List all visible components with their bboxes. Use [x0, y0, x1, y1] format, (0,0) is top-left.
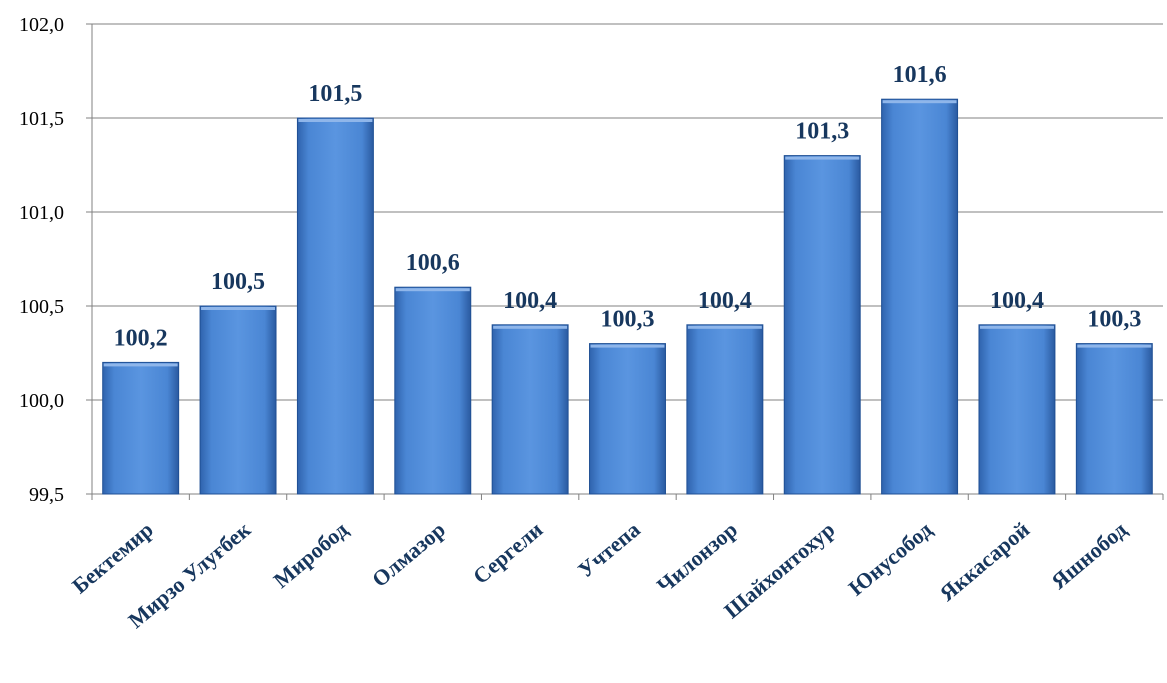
bar	[1075, 343, 1153, 495]
category-label: Бектемир	[67, 517, 158, 599]
category-label: Юнусобод	[844, 517, 937, 601]
bar	[199, 305, 277, 495]
data-label: 100,3	[1087, 307, 1141, 333]
bar	[978, 324, 1056, 495]
bar	[491, 324, 569, 495]
data-label: 101,6	[893, 62, 947, 88]
bar	[102, 361, 180, 495]
category-label: Сергели	[468, 516, 548, 588]
bar-highlight	[979, 325, 1054, 329]
category-label: Яшнобод	[1046, 517, 1131, 594]
y-tick-label: 99,5	[29, 484, 64, 506]
bar-highlight	[103, 363, 178, 367]
bar-highlight	[785, 156, 860, 160]
bar-highlight	[395, 288, 470, 292]
data-label: 100,3	[601, 307, 655, 333]
data-label: 100,4	[503, 288, 557, 314]
bars	[102, 98, 1153, 495]
bar-highlight	[687, 325, 762, 329]
y-tick-label: 102,0	[19, 14, 64, 36]
y-tick-label: 101,0	[19, 202, 64, 224]
data-label: 100,6	[406, 250, 460, 276]
data-label: 101,3	[795, 119, 849, 145]
data-label: 100,5	[211, 269, 265, 295]
bar-highlight	[882, 100, 957, 104]
labels: 99,5 100,0 100,5 101,0 101,5 102,0 100,2 Бектем…	[19, 14, 1141, 633]
bar-highlight	[201, 307, 276, 310]
bar	[296, 117, 374, 495]
bar-highlight	[298, 119, 373, 122]
bar-highlight	[493, 325, 568, 329]
category-label: Олмазор	[367, 517, 450, 592]
data-label: 101,5	[308, 81, 362, 107]
bar	[686, 324, 764, 495]
bar	[589, 343, 666, 495]
data-label: 100,2	[114, 325, 168, 351]
y-tick-label: 100,0	[19, 390, 64, 412]
bar	[783, 155, 861, 495]
bar	[394, 286, 472, 495]
data-label: 100,4	[990, 288, 1044, 314]
category-label: Миробод	[268, 517, 352, 593]
y-tick-label: 100,5	[19, 296, 64, 318]
bar-highlight	[590, 344, 665, 348]
category-label: Чилонзор	[652, 517, 742, 598]
bar	[881, 98, 959, 495]
category-label: Учтепа	[573, 517, 645, 583]
y-tick-label: 101,5	[19, 108, 64, 130]
bar-highlight	[1077, 344, 1152, 348]
data-label: 100,4	[698, 288, 752, 314]
category-label: Яккасарой	[935, 516, 1035, 605]
